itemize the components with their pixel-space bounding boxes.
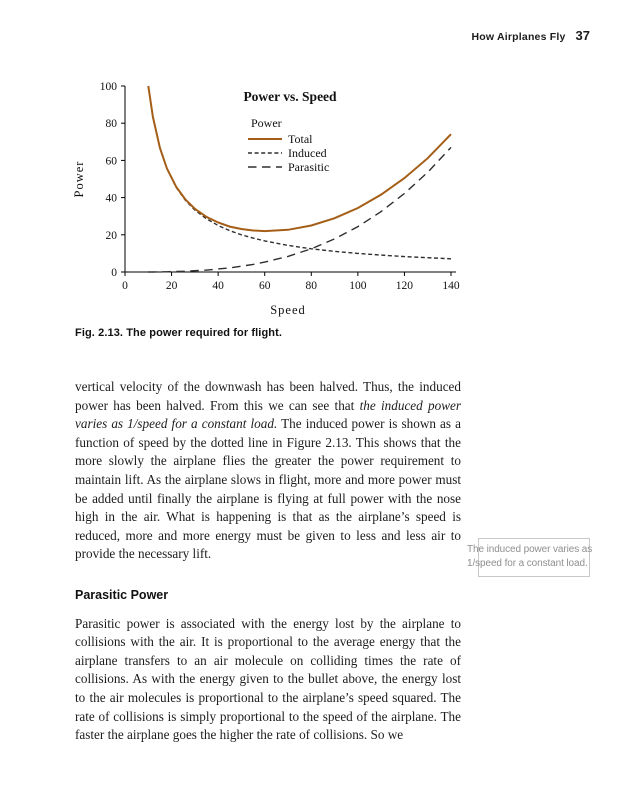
margin-note: The induced power varies as 1/speed for …	[467, 538, 607, 582]
series-line-total	[147, 85, 452, 233]
axes	[121, 85, 456, 276]
figure-2-13: 0 20 40 60 80 100 120 140 0 20 40 60 80 100 Speed Power…	[68, 70, 470, 339]
x-tick-label: 80	[306, 280, 318, 292]
section-heading-parasitic-power: Parasitic Power	[75, 587, 169, 602]
figure-caption: Fig. 2.13. The power required for flight…	[68, 327, 470, 339]
chart-title: Power vs. Speed	[243, 89, 337, 104]
y-axis-label: Power	[72, 161, 86, 198]
power-speed-chart: 0 20 40 60 80 100 120 140 0 20 40 60 80 100 Speed Power…	[72, 81, 460, 317]
y-tick-label: 40	[106, 193, 118, 205]
y-tick-label: 20	[106, 230, 118, 242]
margin-note-line1: The induced power varies as	[467, 544, 593, 555]
legend-label-parasitic: Parasitic	[288, 160, 329, 174]
x-tick-label: 0	[122, 280, 128, 292]
x-tick-label: 60	[259, 280, 271, 292]
x-tick-label: 20	[166, 280, 178, 292]
series-line-induced	[147, 85, 452, 260]
margin-note-text: The induced power varies as 1/speed for …	[467, 543, 607, 570]
x-tick-label: 40	[212, 280, 224, 292]
margin-note-border	[478, 538, 590, 577]
x-tick-label: 100	[349, 280, 367, 292]
series-line-parasitic	[148, 146, 452, 273]
legend-title: Power	[251, 116, 282, 130]
x-tick-label: 140	[442, 280, 460, 292]
figure-caption-text: The power required for flight.	[126, 327, 283, 339]
y-tick-label: 60	[106, 155, 118, 167]
y-tick-label: 0	[111, 267, 117, 279]
legend-label-induced: Induced	[288, 146, 327, 160]
y-tick-label: 100	[100, 81, 118, 93]
margin-note-line2: 1/speed for a constant load.	[467, 557, 588, 569]
para1-italic-phrase: the induced power varies as 1/speed for …	[75, 397, 461, 432]
paragraph-parasitic-power: Parasitic power is associated with the e…	[75, 615, 461, 743]
para1-text-end: The induced power is shown as a function…	[75, 416, 461, 562]
y-tick-label: 80	[106, 118, 118, 130]
x-tick-label: 120	[396, 280, 414, 292]
page-number: 37	[575, 28, 590, 43]
figure-caption-label: Fig. 2.13.	[75, 327, 124, 339]
page-header: How Airplanes Fly 37	[472, 28, 591, 43]
body-text-column: vertical velocity of the downwash has be…	[75, 378, 461, 745]
para1-text-start: vertical velocity of the downwash has be…	[75, 379, 461, 413]
running-head: How Airplanes Fly	[471, 31, 566, 43]
x-axis-label: Speed	[270, 303, 306, 317]
paragraph-induced-power: vertical velocity of the downwash has be…	[75, 378, 461, 564]
legend-label-total: Total	[288, 132, 313, 146]
